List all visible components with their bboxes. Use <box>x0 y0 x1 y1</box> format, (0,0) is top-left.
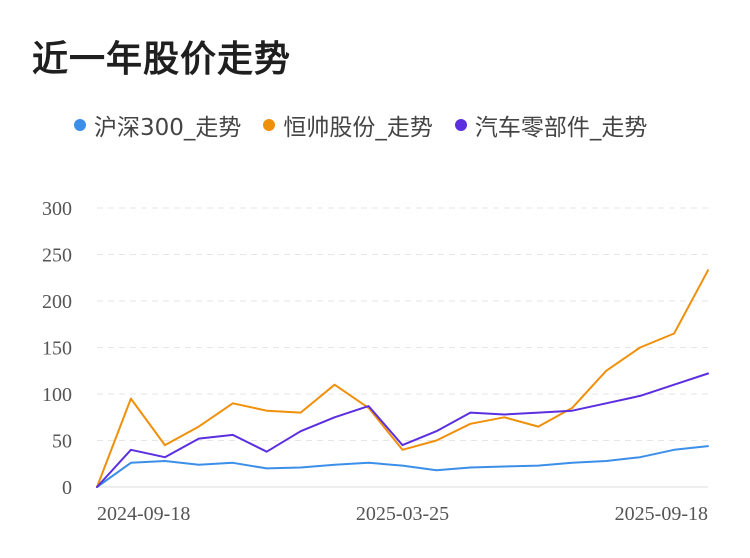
x-tick-label: 2025-03-25 <box>356 503 449 525</box>
series-line-2[interactable] <box>96 372 709 488</box>
legend-item-hengshuai[interactable]: 恒帅股份_走势 <box>263 108 433 142</box>
x-tick-label: 2025-09-18 <box>615 503 708 525</box>
series-line-0[interactable] <box>96 445 709 488</box>
legend-label-hengshuai: 恒帅股份_走势 <box>283 115 433 141</box>
y-tick-label: 50 <box>52 431 72 453</box>
series-lines <box>96 269 709 488</box>
y-axis-ticks: 300 250 200 150 100 50 0 <box>42 198 72 499</box>
y-tick-label: 100 <box>42 384 72 406</box>
legend-label-auto-parts: 汽车零部件_走势 <box>474 115 648 141</box>
legend-label-hs300: 沪深300_走势 <box>94 115 242 141</box>
y-tick-label: 250 <box>42 245 72 267</box>
chart-legend: 沪深300_走势 恒帅股份_走势 汽车零部件_走势 <box>74 108 669 142</box>
series-line-1[interactable] <box>96 269 709 488</box>
x-tick-label: 2024-09-18 <box>97 503 190 525</box>
legend-dot-hengshuai <box>263 119 276 131</box>
legend-item-auto-parts[interactable]: 汽车零部件_走势 <box>454 108 648 142</box>
x-axis-ticks: 2024-09-18 2025-03-25 2025-09-18 <box>97 503 708 525</box>
chart-title: 近一年股价走势 <box>32 39 292 80</box>
y-tick-label: 200 <box>42 291 72 313</box>
legend-item-hs300[interactable]: 沪深300_走势 <box>74 108 241 142</box>
y-tick-label: 0 <box>62 477 72 499</box>
grid-lines <box>97 207 708 488</box>
y-tick-label: 300 <box>42 198 72 220</box>
legend-dot-auto-parts <box>454 119 467 131</box>
legend-dot-hs300 <box>74 119 86 131</box>
y-tick-label: 150 <box>42 338 72 360</box>
